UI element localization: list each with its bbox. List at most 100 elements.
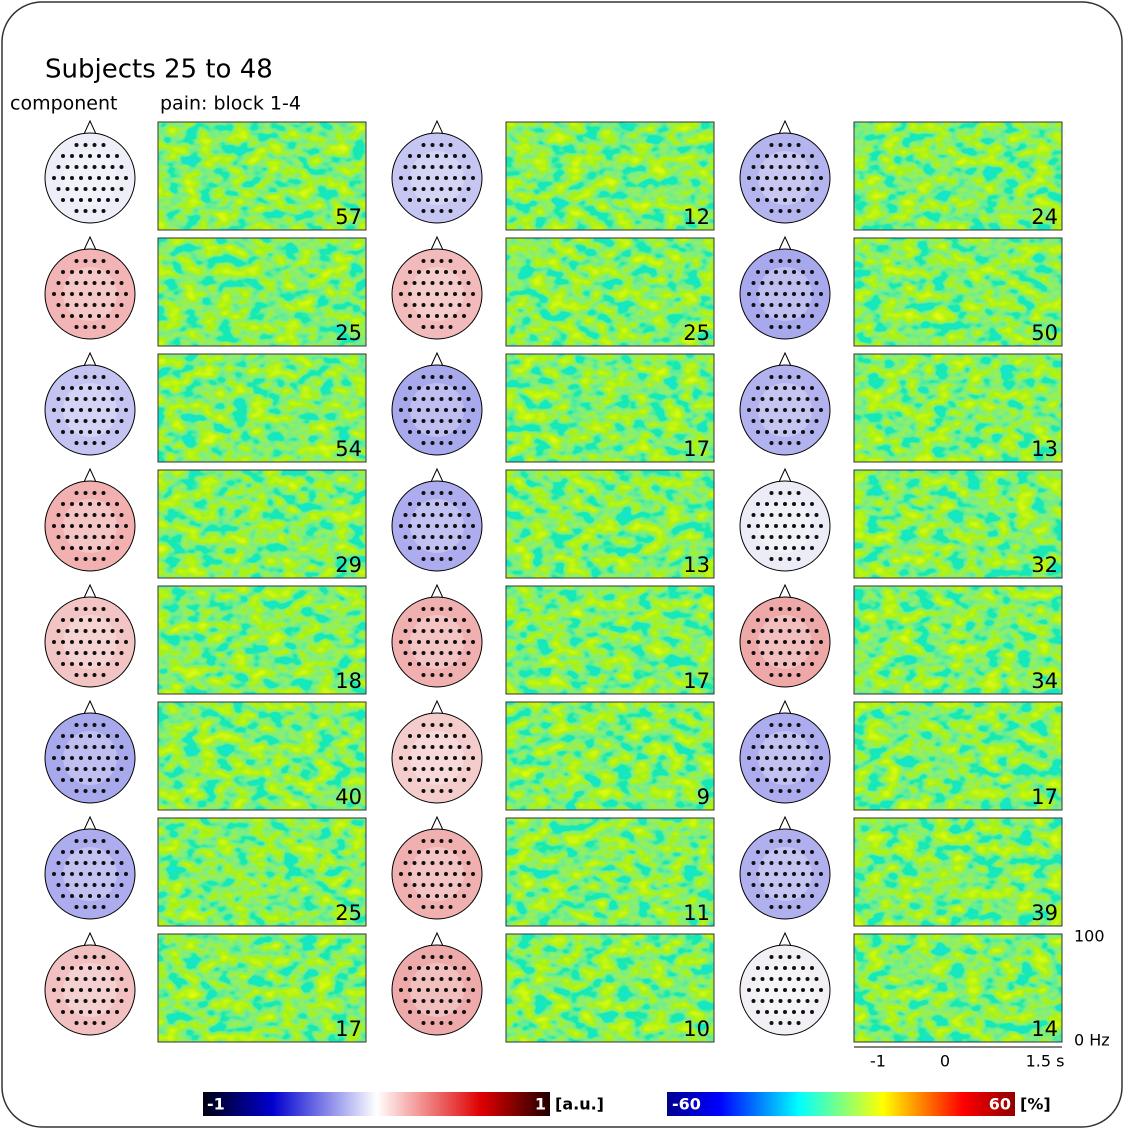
- electrode: [440, 209, 444, 213]
- electrode: [810, 988, 814, 992]
- electrode: [779, 143, 783, 147]
- figure: Subjects 25 to 48 component pain: block …: [0, 0, 1124, 1129]
- electrode: [84, 441, 88, 445]
- electrode: [57, 165, 61, 169]
- electrode: [106, 430, 110, 434]
- electrode: [115, 640, 119, 644]
- component-count: 10: [683, 1017, 710, 1041]
- electrode: [440, 397, 444, 401]
- electrode: [75, 375, 79, 379]
- electrode: [810, 154, 814, 158]
- electrode: [84, 419, 88, 423]
- electrode: [61, 176, 65, 180]
- electrode: [756, 198, 760, 202]
- component-count: 25: [683, 321, 710, 345]
- electrode: [788, 281, 792, 285]
- electrode: [449, 905, 453, 909]
- electrode: [57, 651, 61, 655]
- electrode: [417, 618, 421, 622]
- electrode: [765, 270, 769, 274]
- electrode: [788, 905, 792, 909]
- electrode: [431, 513, 435, 517]
- electrode: [88, 756, 92, 760]
- electrode: [462, 872, 466, 876]
- electrode: [426, 966, 430, 970]
- electrode: [810, 270, 814, 274]
- electrode: [75, 419, 79, 423]
- electrode: [788, 999, 792, 1003]
- electrode: [779, 999, 783, 1003]
- electrode: [761, 187, 765, 191]
- electrode: [440, 839, 444, 843]
- panel: 34: [740, 585, 1062, 694]
- electrode: [399, 524, 403, 528]
- electrode: [422, 209, 426, 213]
- electrode: [111, 419, 115, 423]
- electrode: [102, 397, 106, 401]
- electrode: [84, 187, 88, 191]
- electrode: [426, 734, 430, 738]
- electrode: [106, 850, 110, 854]
- electrode: [774, 154, 778, 158]
- panel: 29: [45, 469, 366, 578]
- electrode: [422, 977, 426, 981]
- electrode: [431, 535, 435, 539]
- electrode: [66, 629, 70, 633]
- electrode: [79, 198, 83, 202]
- electrode: [431, 419, 435, 423]
- electrode: [75, 629, 79, 633]
- electrode: [115, 386, 119, 390]
- electrode: [797, 905, 801, 909]
- electrode: [93, 259, 97, 263]
- electrode: [75, 651, 79, 655]
- electrode: [779, 535, 783, 539]
- electrode: [408, 408, 412, 412]
- electrode: [467, 651, 471, 655]
- electrode: [435, 292, 439, 296]
- electrode: [440, 767, 444, 771]
- electrode: [88, 314, 92, 318]
- colorbar-min: -60: [672, 1095, 701, 1114]
- electrode: [770, 535, 774, 539]
- electrode: [426, 546, 430, 550]
- electrode: [440, 303, 444, 307]
- electrode: [797, 375, 801, 379]
- electrode: [806, 303, 810, 307]
- electrode: [408, 154, 412, 158]
- colorbar-max: 1: [535, 1095, 546, 1114]
- electrode: [797, 325, 801, 329]
- electrode: [449, 673, 453, 677]
- electrode: [97, 154, 101, 158]
- electrode: [111, 999, 115, 1003]
- electrode: [97, 524, 101, 528]
- electrode: [111, 187, 115, 191]
- electrode: [124, 292, 128, 296]
- electrode: [440, 491, 444, 495]
- electrode: [426, 292, 430, 296]
- component-count: 25: [335, 321, 362, 345]
- electrode: [106, 778, 110, 782]
- electrode: [422, 999, 426, 1003]
- electrode: [106, 618, 110, 622]
- column-header: component: [10, 93, 118, 115]
- electrode: [84, 607, 88, 611]
- electrode: [752, 745, 756, 749]
- electrode: [426, 640, 430, 644]
- electrode: [462, 270, 466, 274]
- electrode: [102, 789, 106, 793]
- electrode: [462, 894, 466, 898]
- electrode: [761, 629, 765, 633]
- electrode: [462, 778, 466, 782]
- electrode: [431, 441, 435, 445]
- electrode: [79, 176, 83, 180]
- electrode: [770, 767, 774, 771]
- electrode: [779, 187, 783, 191]
- electrode: [770, 883, 774, 887]
- electrode: [120, 281, 124, 285]
- electrode: [93, 651, 97, 655]
- electrode: [756, 872, 760, 876]
- electrode: [788, 839, 792, 843]
- electrode: [449, 557, 453, 561]
- electrode: [765, 966, 769, 970]
- electrode: [61, 618, 65, 622]
